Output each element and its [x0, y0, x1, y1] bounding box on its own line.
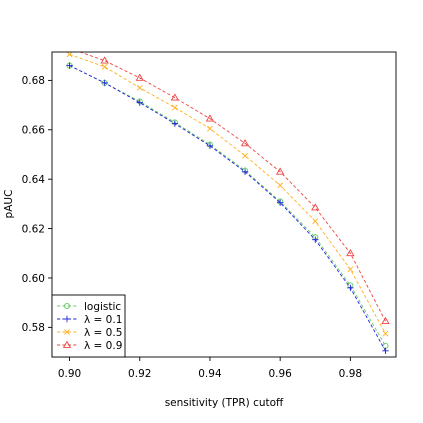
data-point [66, 45, 73, 51]
legend-label: λ = 0.5 [84, 327, 122, 339]
data-point [66, 62, 73, 69]
data-point [241, 168, 249, 175]
legend-marker [64, 329, 70, 335]
data-point [66, 52, 73, 58]
series-line [69, 65, 386, 347]
data-point [381, 316, 390, 325]
y-tick-label: 0.58 [22, 322, 45, 334]
data-point [101, 79, 108, 87]
data-point [312, 236, 319, 243]
data-point [277, 182, 284, 189]
data-point [347, 266, 354, 273]
data-point [101, 63, 108, 70]
x-tick-label: 0.94 [198, 368, 222, 380]
series-line [78, 52, 386, 322]
y-tick-label: 0.60 [22, 273, 45, 285]
data-point [311, 203, 320, 211]
y-tick-label: 0.68 [22, 75, 45, 87]
data-point [136, 99, 143, 106]
series-3 [66, 52, 389, 337]
series-line [69, 65, 386, 352]
y-axis-title: pAUC [3, 190, 15, 219]
series-4 [66, 45, 390, 325]
data-point [242, 152, 248, 159]
x-tick-label: 0.90 [58, 368, 81, 380]
x-axis-title: sensitivity (TPR) cutoff [165, 397, 284, 409]
series-line [69, 54, 386, 334]
legend-marker [63, 315, 71, 323]
y-tick-label: 0.64 [22, 174, 46, 186]
data-point [382, 347, 389, 355]
x-axis: 0.90 0.92 0.94 0.96 0.98 [58, 357, 362, 380]
legend-label: λ = 0.9 [84, 340, 122, 352]
data-point [347, 284, 354, 292]
x-tick-label: 0.92 [128, 368, 151, 380]
data-point [171, 120, 179, 127]
legend-entry: logistic [57, 301, 121, 313]
data-point [171, 104, 178, 111]
legend-marker [62, 340, 72, 348]
x-tick-label: 0.98 [339, 368, 362, 380]
data-point [312, 218, 319, 225]
data-point [240, 139, 250, 147]
legend-entry: λ = 0.5 [57, 327, 122, 339]
data-point [135, 73, 144, 81]
data-point [346, 248, 355, 257]
series-2 [66, 62, 389, 355]
y-axis: 0.58 0.60 0.62 0.64 0.66 0.68 [22, 75, 52, 334]
data-point [206, 142, 214, 150]
legend-marker [63, 302, 71, 310]
data-point [382, 330, 389, 337]
data-point [276, 199, 284, 206]
data-point [275, 167, 285, 175]
legend-entry: λ = 0.1 [57, 314, 122, 326]
data-point [100, 56, 109, 64]
data-point [207, 125, 213, 132]
data-point [170, 93, 180, 101]
data-point [205, 114, 215, 122]
legend-label: logistic [84, 301, 121, 313]
y-tick-label: 0.66 [22, 125, 46, 137]
y-tick-label: 0.62 [22, 223, 45, 235]
legend-entry: λ = 0.9 [57, 340, 122, 352]
plot-frame [51, 51, 397, 358]
x-tick-label: 0.96 [268, 368, 292, 380]
series-layer [66, 45, 390, 355]
data-point [136, 84, 143, 91]
legend-label: λ = 0.1 [84, 314, 122, 326]
